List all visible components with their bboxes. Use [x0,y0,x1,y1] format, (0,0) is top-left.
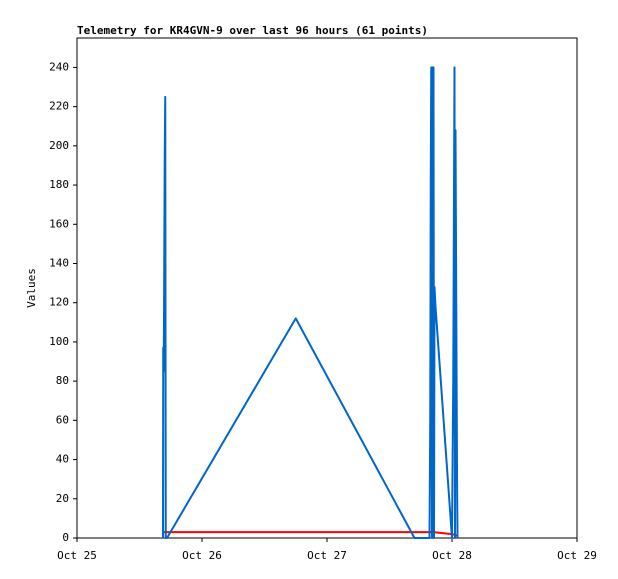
y-tick-label: 220 [49,100,69,113]
y-tick-label: 0 [62,531,69,544]
series-line [162,66,459,539]
x-tick-label: Oct 27 [307,549,347,562]
chart-title: Telemetry for KR4GVN-9 over last 96 hour… [77,24,428,37]
plot-frame [76,37,578,539]
x-tick-label: Oct 26 [182,549,222,562]
y-tick-label: 140 [49,256,69,269]
y-axis-label: Values [25,268,38,308]
x-tick-label: Oct 28 [432,549,472,562]
y-tick-label: 20 [56,492,69,505]
y-tick-label: 160 [49,217,69,230]
x-tick-label: Oct 25 [57,549,97,562]
y-tick-label: 200 [49,139,69,152]
y-tick-label: 80 [56,374,69,387]
y-tick-label: 40 [56,453,69,466]
y-tick-label: 100 [49,335,69,348]
y-tick-label: 180 [49,178,69,191]
y-tick-label: 60 [56,413,69,426]
y-tick-label: 120 [49,296,69,309]
y-tick-label: 240 [49,60,69,73]
x-tick-label: Oct 29 [557,549,597,562]
